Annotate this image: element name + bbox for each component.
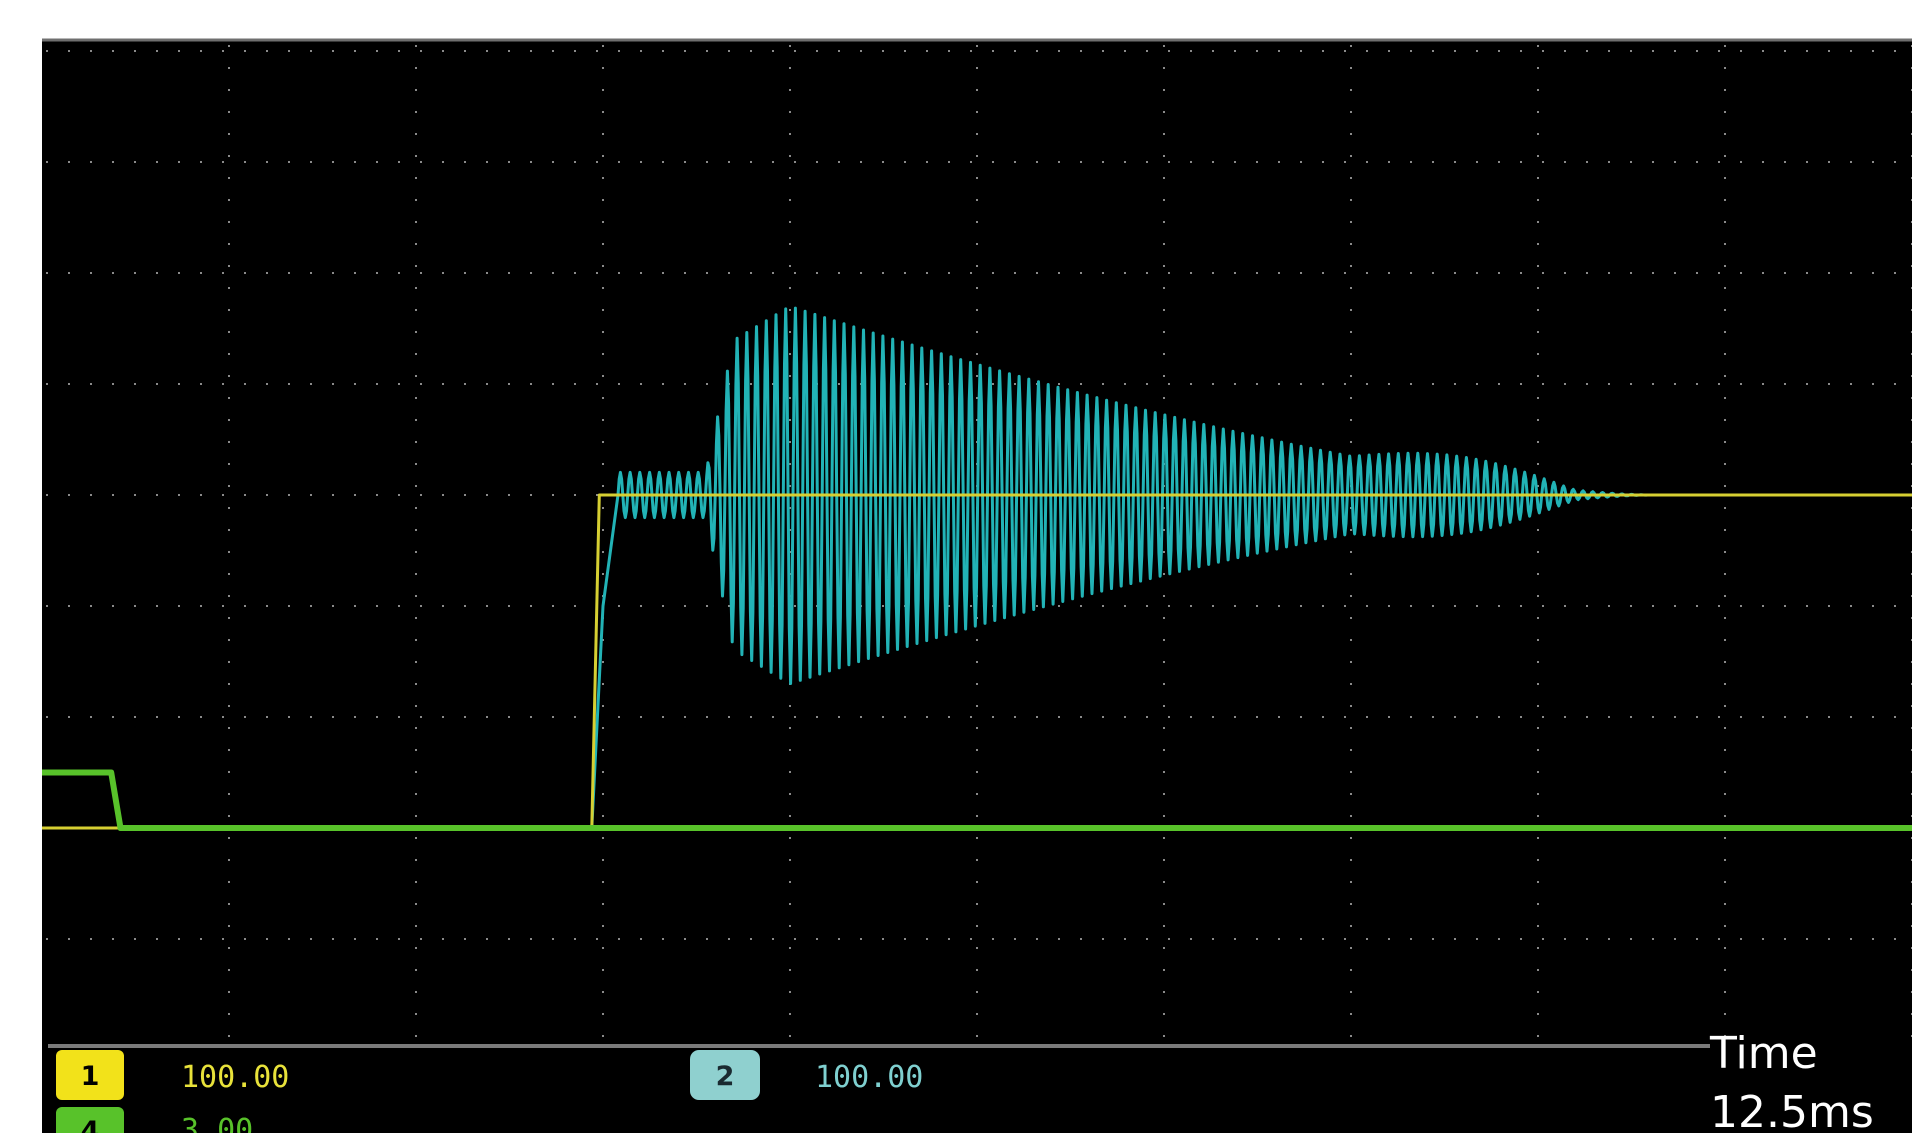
channel-4-value: 3.00: [181, 1113, 253, 1133]
time-label: Time: [1709, 1028, 1818, 1079]
channel-4-badge: [56, 1107, 124, 1133]
channel-2-number: 2: [716, 1061, 735, 1092]
channel-2-indicator[interactable]: 2 100.00: [690, 1050, 923, 1100]
channel-4-indicator[interactable]: 4 3.00: [56, 1107, 253, 1133]
channel-4-number: 4: [81, 1116, 100, 1133]
waveform-traces: [42, 306, 1912, 831]
channel-1-indicator[interactable]: 1 100.00: [56, 1050, 289, 1100]
channel-2-badge: [690, 1050, 760, 1100]
channel-1-value: 100.00: [181, 1060, 289, 1095]
channel-2-value: 100.00: [815, 1060, 923, 1095]
channel-4-trace: [42, 769, 1912, 831]
channel-1-number: 1: [81, 1061, 100, 1092]
channel-1-badge: [56, 1050, 124, 1100]
channel-status-bar: 1 100.00 2 100.00 4 3.00 Time 12.5ms: [48, 1028, 1874, 1133]
timebase-readout: Time 12.5ms: [1709, 1028, 1874, 1133]
time-value: 12.5ms: [1710, 1087, 1874, 1133]
